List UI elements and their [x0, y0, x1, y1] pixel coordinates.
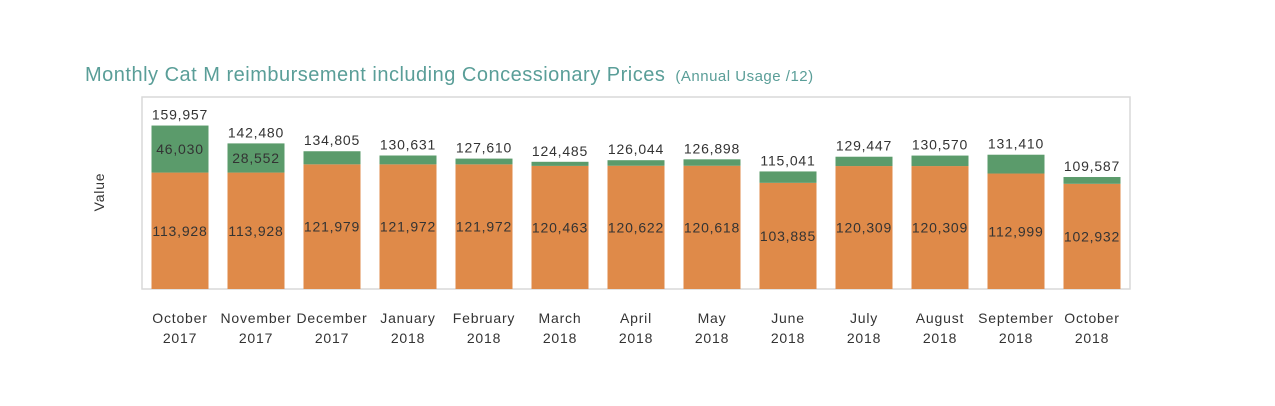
x-tick-year-11: 2018: [999, 330, 1033, 346]
bar-concession-2: [303, 151, 361, 165]
x-tick-month-1: November: [221, 310, 292, 326]
base-value-label-8: 103,885: [760, 228, 816, 244]
base-value-label-5: 120,463: [532, 219, 588, 235]
bar-base-7: [683, 165, 741, 289]
x-tick-year-1: 2017: [239, 330, 273, 346]
bar-concession-5: [531, 161, 589, 166]
x-tick-year-7: 2018: [695, 330, 729, 346]
base-value-label-3: 121,972: [380, 219, 436, 235]
x-tick-year-4: 2018: [467, 330, 501, 346]
y-axis-label: Value: [91, 173, 107, 212]
total-value-label-1: 142,480: [228, 124, 284, 140]
x-tick-month-2: December: [297, 310, 368, 326]
bar-base-11: [987, 173, 1045, 289]
x-tick-month-3: January: [380, 310, 435, 326]
base-value-label-2: 121,979: [304, 219, 360, 235]
bar-base-3: [379, 164, 437, 289]
total-value-label-4: 127,610: [456, 140, 512, 156]
x-tick-month-10: August: [916, 310, 964, 326]
x-tick-month-9: July: [850, 310, 878, 326]
x-tick-year-3: 2018: [391, 330, 425, 346]
base-value-label-1: 113,928: [228, 223, 283, 239]
base-value-label-4: 121,972: [456, 219, 512, 235]
bar-concession-10: [911, 155, 969, 167]
x-tick-year-12: 2018: [1075, 330, 1109, 346]
chart-subtitle: (Annual Usage /12): [675, 68, 814, 85]
total-value-label-2: 134,805: [304, 132, 360, 148]
base-value-label-7: 120,618: [684, 219, 740, 235]
x-tick-month-7: May: [698, 310, 727, 326]
x-tick-month-8: June: [771, 310, 805, 326]
total-value-label-10: 130,570: [912, 137, 968, 153]
concession-value-label-1: 28,552: [232, 150, 280, 166]
bars-group: [151, 125, 1121, 289]
bar-concession-9: [835, 156, 893, 167]
base-value-label-10: 120,309: [912, 220, 968, 236]
bar-concession-11: [987, 154, 1045, 174]
x-tick-month-11: September: [978, 310, 1054, 326]
x-tick-year-2: 2017: [315, 330, 349, 346]
base-value-label-0: 113,928: [152, 223, 207, 239]
bar-base-6: [607, 165, 665, 289]
total-value-label-6: 126,044: [608, 141, 664, 157]
x-tick-month-12: October: [1064, 310, 1119, 326]
x-tick-labels: October 2017 November 2017 December 2017 Janua…: [152, 310, 1119, 346]
bar-concession-1: [227, 143, 285, 173]
bar-base-4: [455, 164, 513, 289]
total-value-label-12: 109,587: [1064, 158, 1120, 174]
base-value-label-9: 120,309: [836, 220, 892, 236]
x-tick-year-10: 2018: [923, 330, 957, 346]
bar-base-10: [911, 166, 969, 289]
total-value-label-7: 126,898: [684, 140, 740, 156]
bar-base-2: [303, 164, 361, 289]
x-tick-month-5: March: [539, 310, 582, 326]
bar-base-1: [227, 172, 285, 289]
bar-base-12: [1063, 183, 1121, 289]
bar-concession-0: [151, 125, 209, 173]
bar-concession-3: [379, 155, 437, 165]
base-value-label-11: 112,999: [988, 223, 1043, 239]
x-tick-year-5: 2018: [543, 330, 577, 346]
bar-concession-12: [1063, 177, 1121, 184]
concession-value-label-0: 46,030: [156, 141, 204, 157]
x-tick-month-4: February: [453, 310, 515, 326]
bar-concession-8: [759, 171, 817, 183]
labels-group: 113,928 46,030 159,957 113,928 28,552 142,480…: [152, 107, 1120, 245]
bar-base-8: [759, 182, 817, 289]
total-value-label-8: 115,041: [760, 152, 815, 168]
x-tick-year-8: 2018: [771, 330, 805, 346]
x-tick-year-6: 2018: [619, 330, 653, 346]
bar-base-5: [531, 165, 589, 289]
chart-title-text: Monthly Cat M reimbursement including Co…: [85, 64, 666, 86]
base-value-label-12: 102,932: [1064, 228, 1120, 244]
total-value-label-0: 159,957: [152, 107, 208, 123]
x-tick-year-9: 2018: [847, 330, 881, 346]
bar-base-9: [835, 166, 893, 289]
total-value-label-9: 129,447: [836, 138, 892, 154]
bar-concession-6: [607, 160, 665, 166]
total-value-label-3: 130,631: [380, 137, 436, 153]
x-tick-month-0: October: [152, 310, 207, 326]
bar-concession-4: [455, 158, 513, 165]
bar-concession-7: [683, 159, 741, 166]
x-tick-month-6: April: [620, 310, 652, 326]
chart-title: Monthly Cat M reimbursement including Co…: [85, 64, 814, 87]
x-tick-year-0: 2017: [163, 330, 197, 346]
base-value-label-6: 120,622: [608, 219, 664, 235]
total-value-label-11: 131,410: [988, 136, 1044, 152]
bar-base-0: [151, 172, 209, 289]
total-value-label-5: 124,485: [532, 143, 588, 159]
